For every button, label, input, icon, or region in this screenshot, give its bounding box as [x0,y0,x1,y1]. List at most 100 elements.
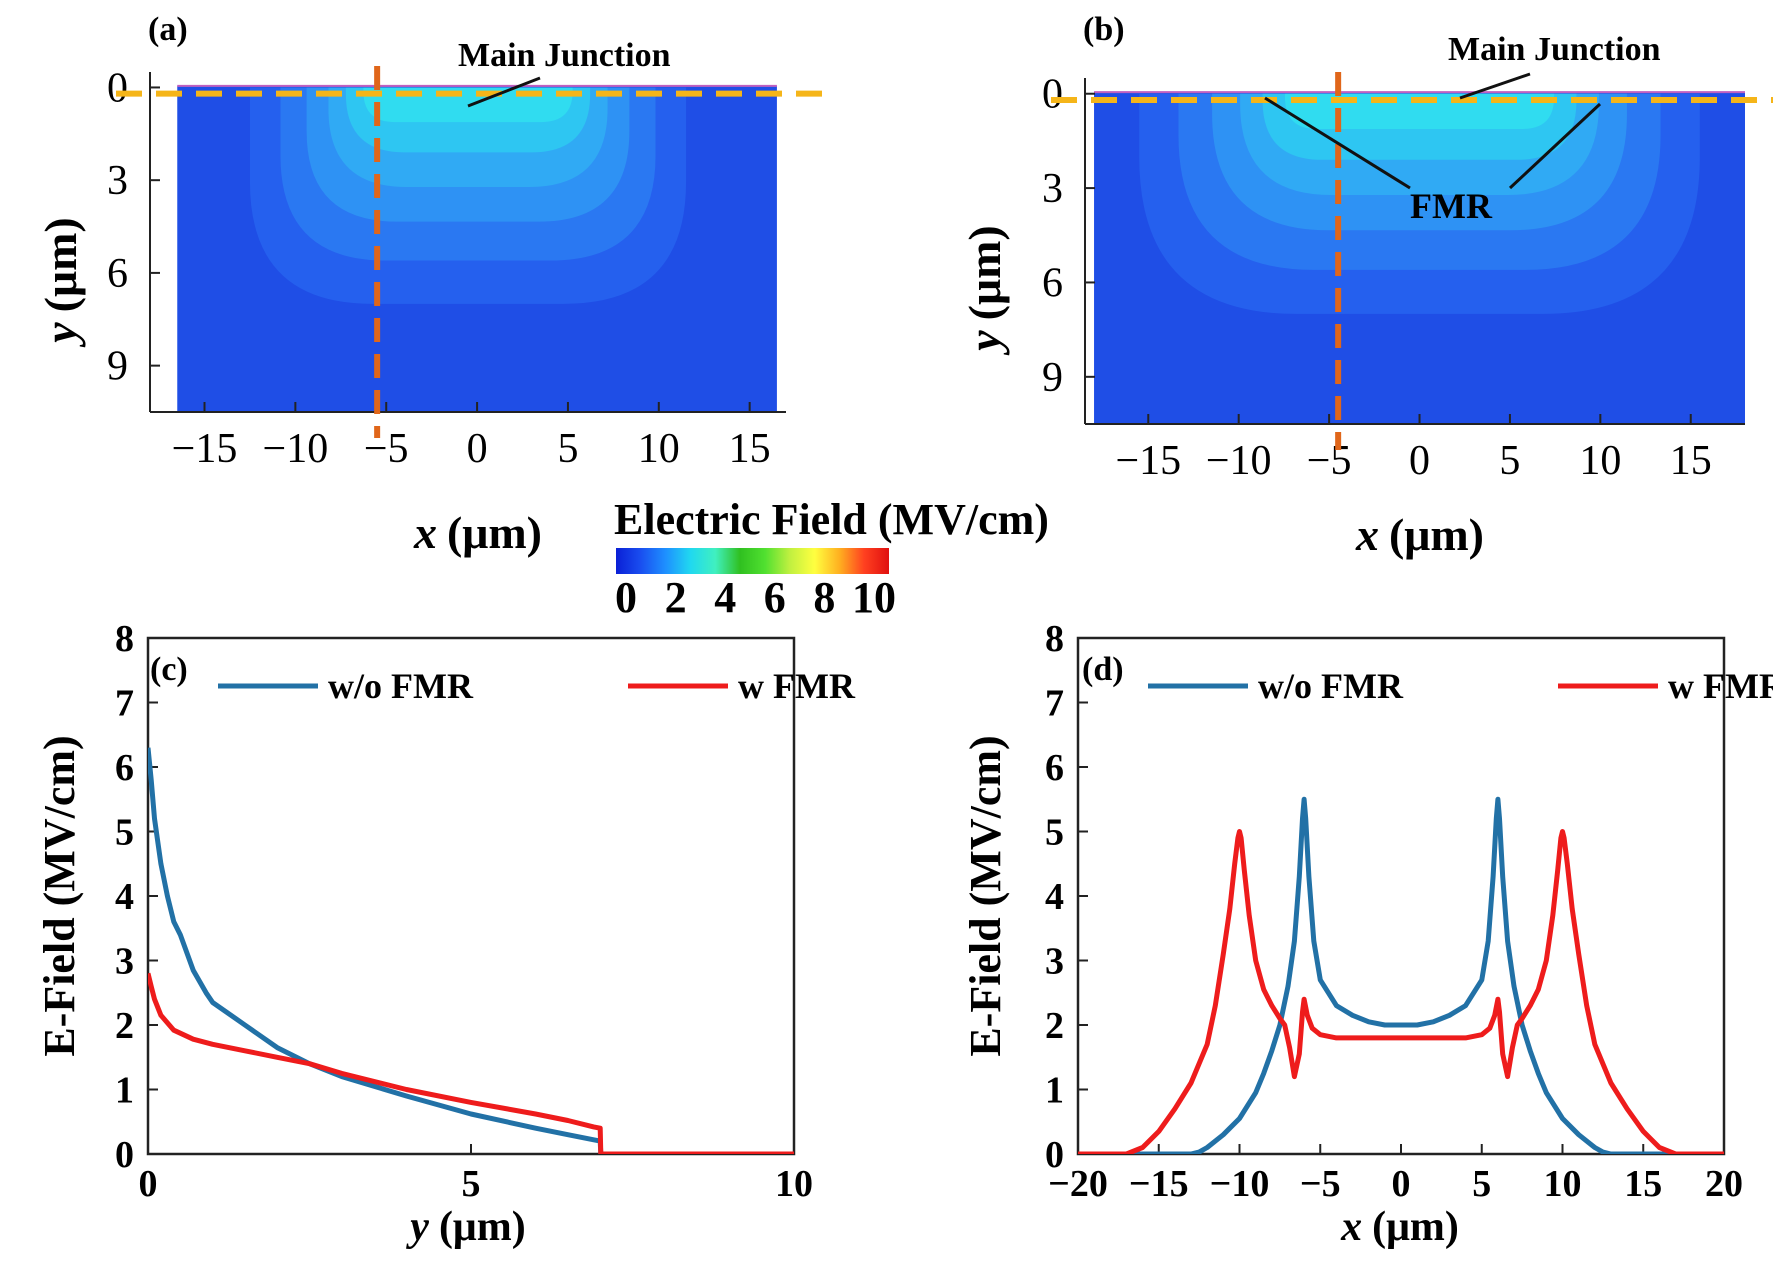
x-tick-label: 0 [467,426,488,472]
panel-b-ylabel-unit: (μm) [959,225,1010,320]
colorbar-tick-0: 0 [615,573,637,622]
plot-frame [146,636,796,1156]
series-line-1 [148,972,794,1154]
panel-a-xlabel: x (μm) [413,507,542,558]
series-group [1078,796,1724,1154]
x-tick-label: −15 [172,426,238,472]
colorbar-title: Electric Field (MV/cm) [614,495,1049,544]
panel-c-xlabel-unit: (μm) [439,1204,526,1250]
y-tick-label: 0 [1042,72,1063,118]
panel-a-main-junction-label: Main Junction [458,37,671,74]
colorbar-tick-8: 8 [813,573,835,622]
x-tick-label: −5 [1300,1163,1341,1205]
panel-a-ylabel-var: y [35,322,86,348]
series-line-0 [148,747,794,1154]
panel-a-ylabel-unit: (μm) [35,217,86,312]
panel-c: 0 5 10 0 1 2 3 4 5 6 7 8 w/o FMR w FMR (c) E-Field (M… [35,618,856,1250]
panel-a-axes: −15 −10 −5 0 5 10 15 0 3 6 9 [107,65,826,472]
y-tick-label: 0 [107,65,128,111]
panel-d-xlabel: x (μm) [1340,1204,1459,1250]
panel-b-ylabel-var: y [959,330,1010,356]
panel-b-xlabel: x (μm) [1355,509,1484,560]
svg-text:y(μm): y (μm) [959,225,1010,355]
panel-b-annotation-pointer-main [1459,72,1531,100]
x-tick-label: 0 [1392,1163,1411,1205]
panel-b-heatmap [1094,91,1745,425]
colorbar: Electric Field (MV/cm) 0 2 4 6 8 10 [614,495,1049,622]
panel-d-xlabel-unit: (μm) [1372,1204,1459,1250]
y-tick-label: 4 [115,876,134,918]
panel-d-ylabel: E-Field (MV/cm) [961,735,1010,1056]
legend-label-1: w FMR [738,666,856,706]
y-tick-label: 2 [115,1005,134,1047]
x-tick-label: −15 [1115,438,1181,484]
x-tick-label: −15 [1129,1163,1189,1205]
y-tick-label: 7 [115,683,134,725]
plot-frame [1076,636,1726,1156]
x-tick-label: −20 [1048,1163,1108,1205]
y-tick-label: 0 [1045,1134,1064,1176]
panel-c-ylabel-group: E-Field (MV/cm) [35,735,84,1056]
x-tick-label: −10 [1206,438,1272,484]
y-tick-label: 5 [115,812,134,854]
panel-b-axes: −15 −10 −5 0 5 10 15 0 3 6 9 [1042,72,1773,484]
panel-b-ylabel: y (μm) [959,225,1010,355]
y-tick-label: 1 [115,1070,134,1112]
colorbar-tick-10: 10 [852,573,896,622]
y-tick-label: 2 [1045,1005,1064,1047]
x-tick-label: 10 [1579,438,1621,484]
x-tick-label: 20 [1705,1163,1743,1205]
svg-text:y(μm): y (μm) [35,217,86,347]
x-tick-label: 10 [1544,1163,1582,1205]
y-tick-label: 1 [1045,1070,1064,1112]
x-tick-label: 0 [1409,438,1430,484]
panel-a-heatmap [177,84,777,412]
panel-b-xlabel-unit: (μm) [1389,509,1484,560]
panel-d-label: (d) [1082,651,1124,688]
panel-d-xlabel-var: x [1340,1204,1362,1250]
y-tick-label: 8 [1045,618,1064,660]
x-tick-label: −5 [364,426,409,472]
y-tick-label: 6 [107,251,128,297]
series-line-1 [1078,829,1724,1154]
x-tick-label: 10 [638,426,680,472]
colorbar-tick-2: 2 [665,573,687,622]
panel-c-ylabel: E-Field (MV/cm) [35,735,84,1056]
y-tick-label: 6 [1042,260,1063,306]
panel-a-label: (a) [148,11,188,48]
x-tick-label: 0 [139,1163,158,1205]
colorbar-tick-4: 4 [714,573,736,622]
y-tick-label: 7 [1045,683,1064,725]
y-tick-label: 3 [115,941,134,983]
y-tick-label: 3 [107,158,128,204]
panel-c-plot: 0 5 10 0 1 2 3 4 5 6 7 8 w/o FMR w FMR [115,618,856,1205]
colorbar-ticks: 0 2 4 6 8 10 [615,573,896,622]
panel-b-main-junction-label: Main Junction [1448,31,1661,68]
panel-b-fmr-pointer-left [1264,96,1411,190]
x-tick-label: 5 [1499,438,1520,484]
series-group [148,747,794,1154]
panel-d: −20 −15 −10 −5 0 5 10 15 20 0 1 2 3 4 5 6 7 8 w/o FMR w FMR… [961,618,1773,1250]
x-tick-label: 5 [462,1163,481,1205]
y-tick-label: 3 [1042,166,1063,212]
legend-label-1: w FMR [1668,666,1773,706]
x-tick-label: −10 [1210,1163,1270,1205]
x-tick-label: 15 [1624,1163,1662,1205]
y-tick-label: 9 [107,344,128,390]
panel-b-fmr-pointer-right [1508,102,1602,190]
legend-label-0: w/o FMR [328,666,474,706]
legend-label-0: w/o FMR [1258,666,1404,706]
panel-b-fmr-label: FMR [1410,186,1493,226]
colorbar-tick-6: 6 [764,573,786,622]
x-tick-label: 5 [557,426,578,472]
panel-a-xlabel-unit: (μm) [447,507,542,558]
x-tick-label: 5 [1472,1163,1491,1205]
y-tick-label: 6 [115,747,134,789]
y-tick-label: 6 [1045,747,1064,789]
panel-c-label: (c) [150,651,188,688]
y-tick-label: 4 [1045,876,1064,918]
panel-d-plot: −20 −15 −10 −5 0 5 10 15 20 0 1 2 3 4 5 6 7 8 w/o FMR w FMR [1045,618,1773,1205]
x-tick-label: −10 [263,426,329,472]
x-tick-label: 10 [775,1163,813,1205]
